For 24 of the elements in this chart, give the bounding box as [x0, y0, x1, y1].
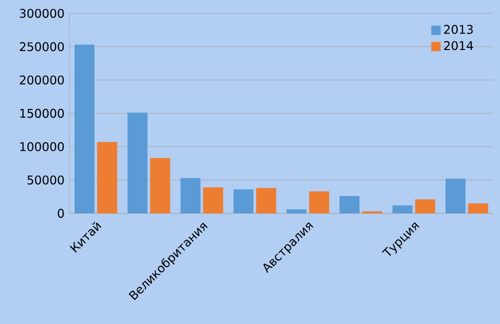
y-tick-label: 250000 [20, 42, 64, 52]
legend-label: 2014 [444, 41, 474, 50]
bar [203, 187, 224, 214]
y-tick-label: 150000 [20, 108, 64, 118]
y-tick-label: 50000 [28, 175, 64, 185]
bar [256, 188, 276, 214]
bar [128, 112, 148, 214]
bar [180, 178, 201, 214]
bar [415, 199, 436, 214]
bar [97, 142, 118, 214]
bar [150, 158, 170, 214]
y-tick-label: 200000 [20, 75, 64, 85]
bar [446, 178, 466, 214]
bar [309, 191, 330, 214]
bar [74, 44, 95, 214]
bar [340, 196, 360, 214]
bar [468, 203, 488, 214]
legend-label: 2013 [444, 24, 473, 34]
y-tick-label: 0 [58, 208, 64, 218]
y-tick-label: 100000 [20, 142, 64, 152]
bar [286, 209, 307, 214]
bar [392, 205, 413, 214]
bar [234, 189, 254, 214]
y-tick-label: 300000 [20, 8, 64, 18]
